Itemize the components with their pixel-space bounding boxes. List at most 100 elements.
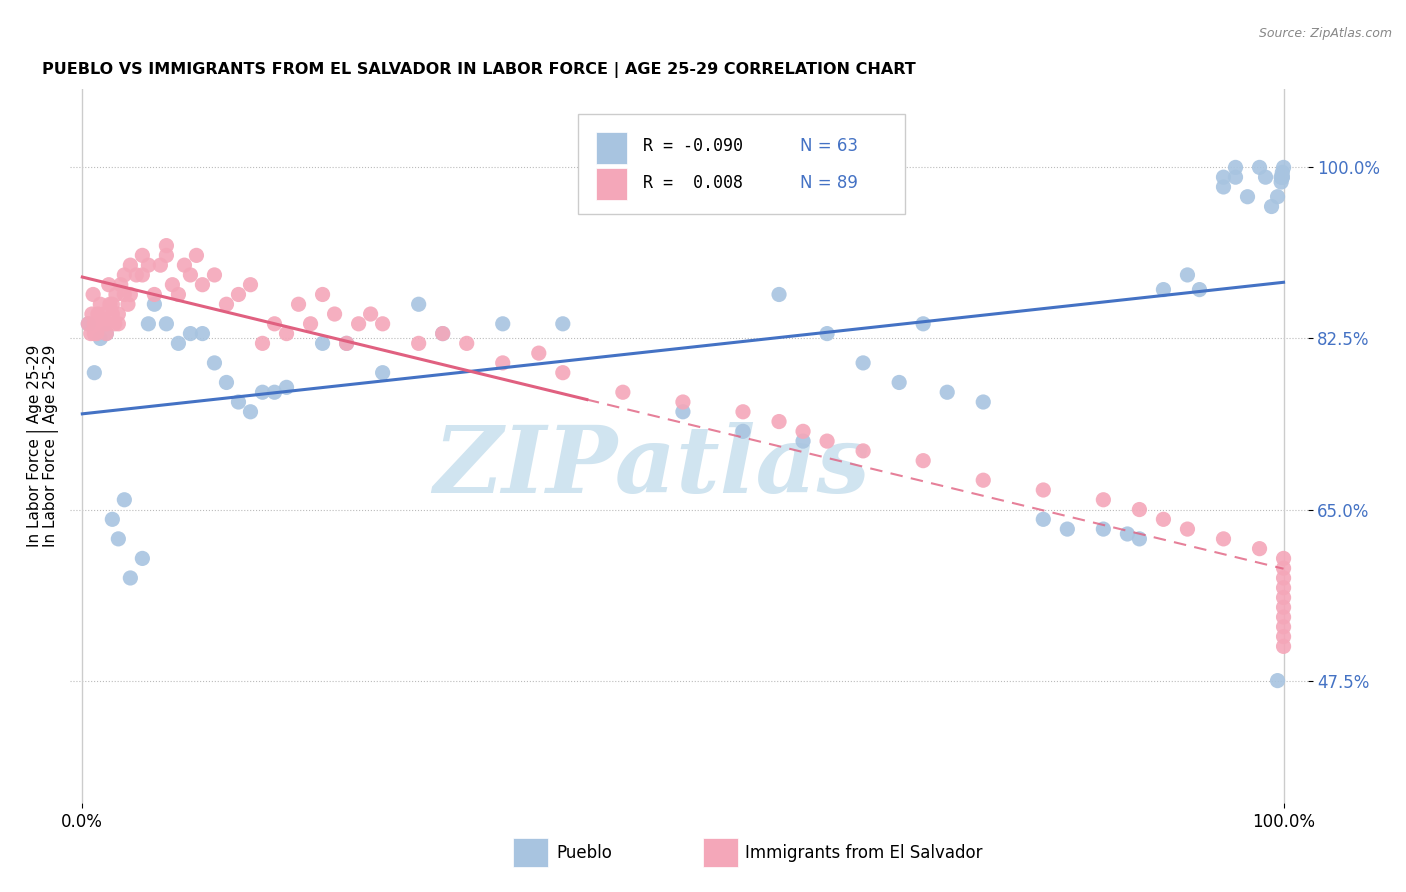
Point (456, 336, 478, 351)
Point (107, 307, 129, 321)
Point (1260, 200, 1282, 214)
Point (143, 287, 166, 301)
Point (191, 326, 214, 341)
Point (110, 277, 132, 292)
Point (173, 258, 195, 272)
Point (83, 317, 105, 331)
Point (551, 366, 574, 380)
Point (1212, 180, 1234, 194)
Point (93, 307, 115, 321)
Point (186, 248, 208, 262)
Point (1272, 551, 1295, 566)
Point (311, 336, 333, 351)
Point (815, 326, 838, 341)
Point (155, 317, 177, 331)
Point (1188, 283, 1211, 297)
Point (167, 336, 190, 351)
Point (91, 317, 114, 331)
Point (97, 277, 120, 292)
Point (936, 385, 959, 400)
Point (138, 317, 160, 331)
Point (138, 258, 160, 272)
FancyBboxPatch shape (596, 168, 627, 200)
FancyBboxPatch shape (596, 132, 627, 164)
Point (215, 376, 238, 390)
Point (107, 532, 129, 546)
Point (408, 336, 430, 351)
Point (1152, 283, 1174, 297)
Point (87, 307, 110, 321)
Point (120, 287, 142, 301)
Point (1272, 591, 1295, 605)
FancyBboxPatch shape (578, 114, 905, 214)
Point (1225, 161, 1247, 175)
Point (912, 317, 935, 331)
Point (131, 268, 153, 282)
Point (252, 385, 274, 400)
Point (347, 317, 370, 331)
Point (1116, 527, 1139, 541)
Point (287, 297, 309, 311)
Point (112, 287, 135, 301)
Point (96, 317, 118, 331)
Point (612, 385, 634, 400)
Point (1272, 561, 1295, 575)
Point (1272, 571, 1295, 585)
Point (98, 297, 121, 311)
Point (191, 277, 214, 292)
Point (239, 405, 262, 419)
Point (131, 551, 153, 566)
Point (1272, 620, 1295, 634)
Point (131, 248, 153, 262)
Point (551, 317, 574, 331)
Point (104, 287, 127, 301)
Point (120, 258, 142, 272)
Point (371, 366, 394, 380)
Point (204, 268, 226, 282)
Point (1272, 640, 1295, 654)
Point (204, 356, 226, 370)
Text: Source: ZipAtlas.com: Source: ZipAtlas.com (1258, 27, 1392, 40)
Point (215, 297, 238, 311)
Point (101, 307, 124, 321)
Point (89, 297, 111, 311)
Point (323, 307, 346, 321)
Point (1212, 170, 1234, 185)
Point (731, 405, 754, 419)
Point (492, 356, 515, 370)
Text: R = -0.090: R = -0.090 (643, 137, 744, 155)
Point (1225, 170, 1247, 185)
Point (1128, 532, 1150, 546)
Point (972, 473, 994, 487)
Text: PUEBLO VS IMMIGRANTS FROM EL SALVADOR IN LABOR FORCE | AGE 25-29 CORRELATION CHA: PUEBLO VS IMMIGRANTS FROM EL SALVADOR IN… (42, 62, 915, 78)
Point (101, 512, 124, 526)
Point (299, 317, 322, 331)
Point (143, 297, 166, 311)
Point (96, 326, 118, 341)
Text: In Labor Force | Age 25-29: In Labor Force | Age 25-29 (27, 345, 44, 547)
Point (89, 317, 111, 331)
Point (1177, 268, 1199, 282)
Point (276, 380, 298, 394)
Text: N = 89: N = 89 (800, 175, 858, 193)
Point (1254, 170, 1277, 185)
Point (815, 434, 838, 449)
Point (972, 395, 994, 409)
Point (792, 434, 814, 449)
Point (852, 443, 875, 458)
Point (1267, 673, 1289, 688)
Point (101, 297, 124, 311)
Point (149, 258, 172, 272)
Point (1092, 492, 1115, 507)
Point (432, 326, 454, 341)
Point (1270, 170, 1292, 185)
Point (1032, 512, 1054, 526)
Point (252, 336, 274, 351)
Point (408, 297, 430, 311)
Point (117, 297, 139, 311)
Point (228, 395, 250, 409)
Point (179, 268, 201, 282)
Point (889, 376, 911, 390)
Text: N = 63: N = 63 (800, 137, 858, 155)
Point (1270, 175, 1292, 189)
